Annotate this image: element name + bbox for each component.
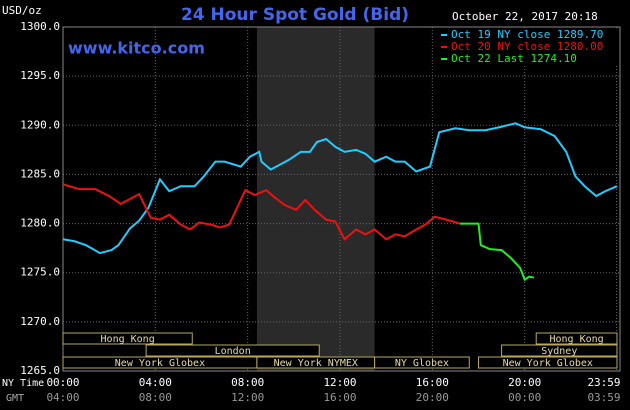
session-label: Hong Kong — [550, 334, 604, 345]
gmt-tick-label: 16:00 — [323, 391, 356, 404]
session-bar — [535, 332, 618, 345]
session-label: Sydney — [541, 346, 577, 357]
session-bar — [62, 332, 193, 345]
gmt-tick-label: 12:00 — [231, 391, 264, 404]
y-tick-label: 1295.0 — [20, 69, 60, 82]
price-line — [460, 222, 535, 282]
price-line — [62, 122, 618, 255]
session-bar — [374, 356, 470, 369]
plot-border — [62, 26, 621, 372]
y-tick-label: 1275.0 — [20, 266, 60, 279]
y-tick-label: 1290.0 — [20, 118, 60, 131]
session-label: New York Globex — [115, 358, 205, 369]
y-tick-label: 1300.0 — [20, 20, 60, 33]
session-label: London — [215, 346, 251, 357]
session-label: NY Globex — [395, 358, 449, 369]
x-tick-label: 08:00 — [231, 376, 264, 389]
x-row-label: GMT — [6, 393, 24, 404]
price-line — [62, 183, 461, 241]
legend-label: Oct 20 NY close 1280.00 — [451, 40, 603, 53]
x-tick-label: 20:00 — [508, 376, 541, 389]
x-tick-label: 23:59 — [587, 376, 620, 389]
y-tick-label: 1270.0 — [20, 315, 60, 328]
y-tick-label: 1285.0 — [20, 167, 60, 180]
chart-title: 24 Hour Spot Gold (Bid) — [181, 5, 409, 25]
legend-label: Oct 22 Last 1274.10 — [451, 52, 577, 65]
legend-label: Oct 19 NY close 1289.70 — [451, 28, 603, 41]
session-bar — [145, 344, 320, 357]
y-unit: USD/oz — [2, 4, 42, 17]
x-tick-label: 04:00 — [139, 376, 172, 389]
plot-layer — [62, 26, 620, 372]
session-bar — [478, 356, 618, 369]
x-tick-label: 16:00 — [416, 376, 449, 389]
x-tick-label: 00:00 — [46, 376, 79, 389]
session-label: Hong Kong — [101, 334, 155, 345]
gmt-tick-label: 08:00 — [139, 391, 172, 404]
gmt-tick-label: 00:00 — [508, 391, 541, 404]
session-label: New York NYMEX — [274, 358, 358, 369]
x-tick-label: 12:00 — [323, 376, 356, 389]
watermark: www.kitco.com — [68, 39, 205, 58]
gmt-tick-label: 20:00 — [416, 391, 449, 404]
y-tick-label: 1265.0 — [20, 364, 60, 377]
x-row-label: NY Time — [2, 378, 44, 389]
session-bar — [501, 344, 618, 357]
y-tick-label: 1280.0 — [20, 217, 60, 230]
timestamp: October 22, 2017 20:18 — [452, 10, 598, 23]
legend-box — [436, 28, 619, 66]
session-shade — [256, 27, 375, 371]
gmt-tick-label: 04:00 — [46, 391, 79, 404]
gmt-tick-label: 03:59 — [587, 391, 620, 404]
session-label: New York Globex — [503, 358, 593, 369]
